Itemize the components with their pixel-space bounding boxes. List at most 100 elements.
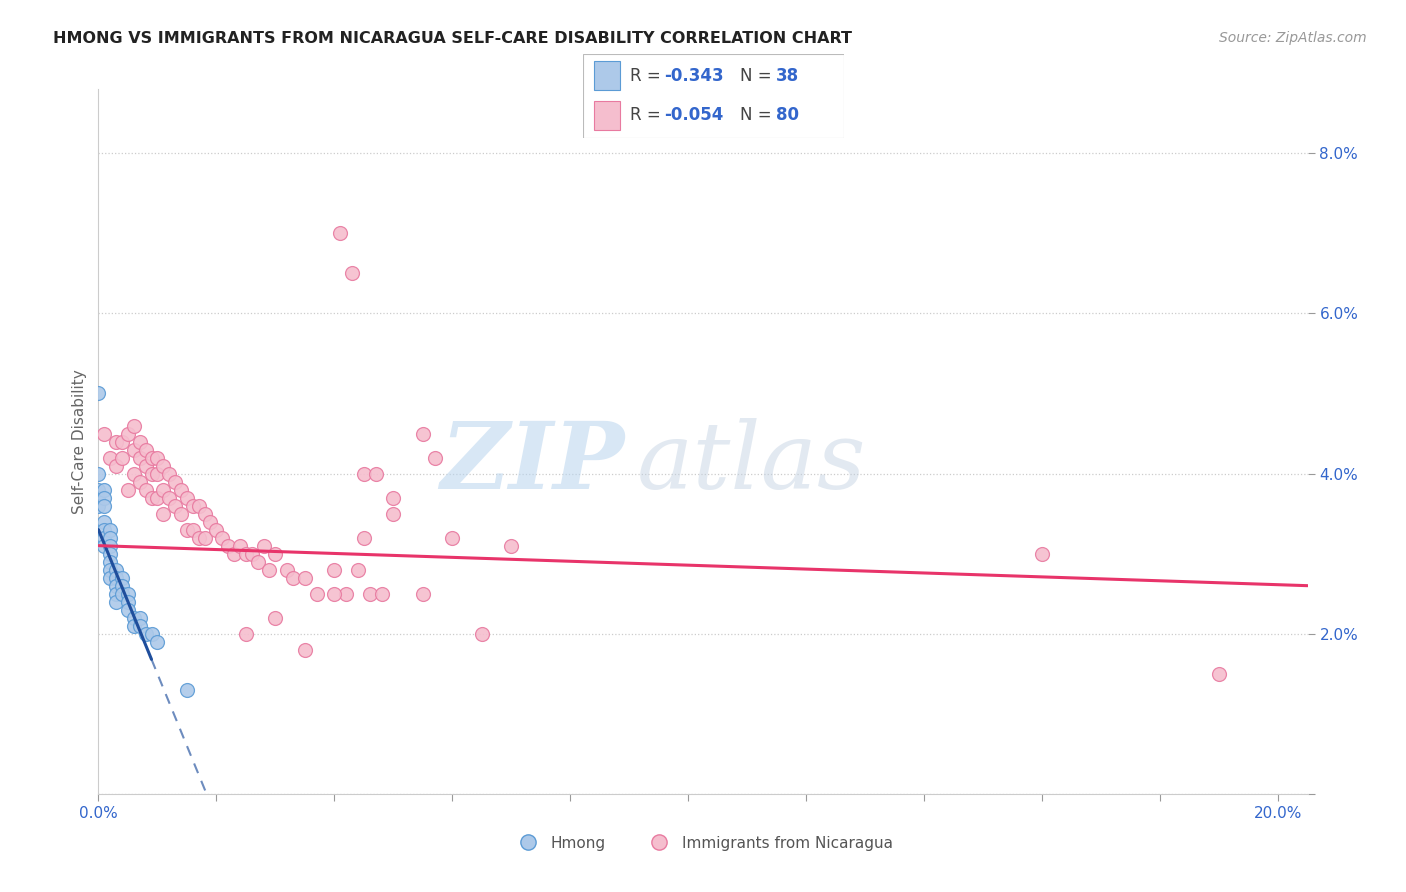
Point — [335, 587, 357, 601]
Point — [141, 467, 163, 481]
Text: HMONG VS IMMIGRANTS FROM NICARAGUA SELF-CARE DISABILITY CORRELATION CHART: HMONG VS IMMIGRANTS FROM NICARAGUA SELF-… — [53, 31, 852, 46]
Point — [370, 587, 392, 601]
Text: -0.054: -0.054 — [664, 106, 724, 124]
Point — [240, 547, 263, 561]
Point — [364, 467, 387, 481]
Point — [128, 610, 150, 624]
Text: 38: 38 — [776, 67, 799, 85]
Point — [264, 610, 287, 624]
Point — [105, 595, 128, 609]
Text: Source: ZipAtlas.com: Source: ZipAtlas.com — [1219, 31, 1367, 45]
Point — [105, 563, 128, 577]
Y-axis label: Self-Care Disability: Self-Care Disability — [72, 369, 87, 514]
Point — [264, 547, 287, 561]
Point — [122, 610, 145, 624]
Point — [323, 587, 346, 601]
Point — [117, 603, 139, 617]
Point — [146, 467, 169, 481]
Point — [229, 539, 252, 553]
Point — [128, 475, 150, 489]
Point — [87, 491, 110, 505]
Text: N =: N = — [740, 106, 776, 124]
Point — [135, 442, 157, 457]
Point — [105, 571, 128, 585]
Point — [176, 682, 198, 697]
Text: atlas: atlas — [637, 417, 866, 508]
Point — [117, 595, 139, 609]
Point — [170, 483, 193, 497]
Point — [353, 467, 375, 481]
Point — [93, 491, 115, 505]
Point — [87, 499, 110, 513]
Point — [205, 523, 228, 537]
Point — [187, 531, 209, 545]
Point — [98, 563, 121, 577]
Point — [93, 483, 115, 497]
Point — [441, 531, 464, 545]
Point — [187, 499, 209, 513]
Point — [135, 626, 157, 640]
Point — [93, 523, 115, 537]
Point — [412, 426, 434, 441]
Point — [152, 483, 174, 497]
Point — [246, 555, 269, 569]
Point — [98, 547, 121, 561]
Point — [111, 587, 134, 601]
Point — [412, 587, 434, 601]
Point — [141, 491, 163, 505]
Point — [353, 531, 375, 545]
Point — [128, 434, 150, 449]
Point — [93, 539, 115, 553]
Point — [217, 539, 239, 553]
Point — [98, 450, 121, 465]
Text: 80: 80 — [776, 106, 799, 124]
Point — [128, 618, 150, 632]
Point — [87, 467, 110, 481]
Point — [294, 571, 316, 585]
Point — [359, 587, 381, 601]
Point — [111, 579, 134, 593]
Point — [294, 642, 316, 657]
Point — [146, 491, 169, 505]
Point — [93, 426, 115, 441]
Point — [152, 458, 174, 473]
Point — [211, 531, 233, 545]
Point — [382, 491, 405, 505]
Point — [423, 450, 446, 465]
Point — [181, 523, 204, 537]
Point — [98, 555, 121, 569]
Point — [259, 563, 281, 577]
Point — [281, 571, 304, 585]
Point — [276, 563, 298, 577]
Point — [87, 483, 110, 497]
Point — [122, 418, 145, 433]
Point — [146, 450, 169, 465]
Point — [122, 618, 145, 632]
Point — [170, 507, 193, 521]
Point — [157, 491, 180, 505]
Point — [382, 507, 405, 521]
Point — [235, 547, 257, 561]
Point — [305, 587, 328, 601]
Point — [235, 626, 257, 640]
Point — [176, 491, 198, 505]
Point — [152, 507, 174, 521]
Point — [176, 523, 198, 537]
Text: N =: N = — [740, 67, 776, 85]
Point — [141, 626, 163, 640]
Point — [105, 434, 128, 449]
Point — [146, 634, 169, 648]
Point — [111, 434, 134, 449]
Point — [181, 499, 204, 513]
Point — [1031, 547, 1053, 561]
Point — [194, 507, 217, 521]
Point — [117, 426, 139, 441]
Point — [111, 571, 134, 585]
FancyBboxPatch shape — [593, 62, 620, 90]
Text: R =: R = — [630, 67, 666, 85]
Point — [87, 386, 110, 401]
Point — [501, 539, 523, 553]
Point — [252, 539, 274, 553]
Point — [98, 523, 121, 537]
Point — [323, 563, 346, 577]
